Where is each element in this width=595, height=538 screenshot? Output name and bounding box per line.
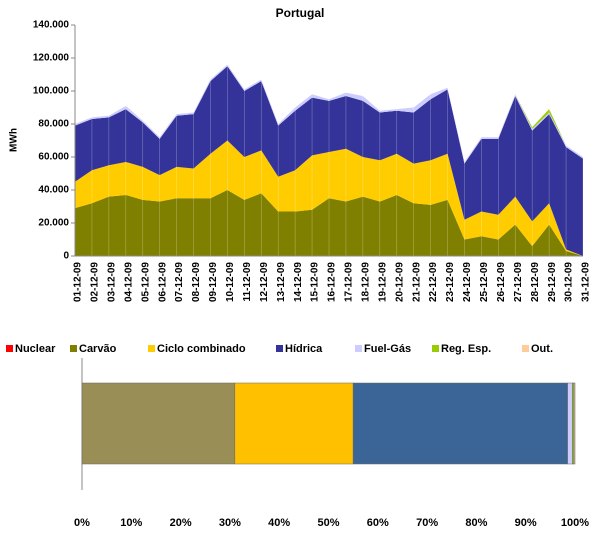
y-tick-label: 20.000 <box>38 218 69 229</box>
x-tick-label: 100% <box>561 517 589 529</box>
legend-swatch <box>148 345 155 352</box>
x-tick-label: 26-12-09 <box>496 262 507 302</box>
x-tick-label: 28-12-09 <box>530 262 541 302</box>
bar-segment <box>81 382 236 465</box>
x-tick-label: 23-12-09 <box>445 262 456 302</box>
x-tick-label: 0% <box>74 517 90 529</box>
x-tick-label: 03-12-09 <box>107 262 118 302</box>
y-tick-label: 40.000 <box>38 185 69 196</box>
legend-label: Hídrica <box>285 343 323 355</box>
x-tick-label: 14-12-09 <box>293 262 304 302</box>
x-tick-label: 15-12-09 <box>310 262 321 302</box>
x-tick-label: 10% <box>120 517 142 529</box>
x-tick-label: 08-12-09 <box>191 262 202 302</box>
legend-swatch <box>432 345 439 352</box>
x-tick-label: 30% <box>219 517 241 529</box>
x-tick-label: 16-12-09 <box>327 262 338 302</box>
x-tick-label: 01-12-09 <box>73 262 84 302</box>
x-tick-label: 20-12-09 <box>394 262 405 302</box>
y-tick-label: 120.000 <box>33 53 70 64</box>
bar-segment <box>567 382 573 465</box>
x-tick-label: 10-12-09 <box>225 262 236 302</box>
area <box>75 190 583 256</box>
x-tick-label: 04-12-09 <box>123 262 134 302</box>
bar-segment <box>234 382 354 465</box>
legend-swatch <box>70 345 77 352</box>
y-tick-label: 60.000 <box>38 152 69 163</box>
x-tick-label: 80% <box>465 517 487 529</box>
y-tick-label: 140.000 <box>33 20 70 31</box>
x-tick-label: 27-12-09 <box>513 262 524 302</box>
x-tick-label: 29-12-09 <box>547 262 558 302</box>
legend-label: Reg. Esp. <box>441 343 491 355</box>
x-tick-label: 30-12-09 <box>564 262 575 302</box>
area <box>75 66 583 256</box>
x-tick-label: 22-12-09 <box>428 262 439 302</box>
legend-swatch <box>276 345 283 352</box>
x-tick-label: 31-12-09 <box>581 262 592 302</box>
x-tick-label: 02-12-09 <box>90 262 101 302</box>
x-tick-label: 05-12-09 <box>140 262 151 302</box>
x-tick-label: 20% <box>170 517 192 529</box>
legend-swatch <box>522 345 529 352</box>
legend-label: Out. <box>531 343 553 355</box>
x-tick-label: 24-12-09 <box>462 262 473 302</box>
y-axis-label: MWh <box>9 128 20 152</box>
y-tick-label: 100.000 <box>33 86 70 97</box>
legend-swatch <box>355 345 362 352</box>
y-tick-label: 0 <box>63 251 69 262</box>
x-tick-label: 13-12-09 <box>276 262 287 302</box>
legend: Nuclear Carvão Ciclo combinado Hídrica Fuel-… <box>6 343 553 355</box>
area <box>75 64 583 164</box>
x-tick-label: 19-12-09 <box>377 262 388 302</box>
x-tick-label: 11-12-09 <box>242 262 253 302</box>
x-tick-label: 50% <box>317 517 339 529</box>
bar-segment <box>352 382 568 465</box>
legend-label: Nuclear <box>15 343 56 355</box>
x-tick-label: 07-12-09 <box>174 262 185 302</box>
legend-label: Fuel-Gás <box>364 343 411 355</box>
x-tick-label: 18-12-09 <box>361 262 372 302</box>
chart-title: Portugal <box>276 6 325 20</box>
x-tick-label: 21-12-09 <box>411 262 422 302</box>
bar-segment <box>573 382 576 465</box>
x-tick-label: 17-12-09 <box>344 262 355 302</box>
x-tick-label: 12-12-09 <box>259 262 270 302</box>
legend-swatch <box>6 345 13 352</box>
legend-label: Carvão <box>79 343 117 355</box>
x-tick-label: 06-12-09 <box>157 262 168 302</box>
x-tick-label: 90% <box>515 517 537 529</box>
x-tick-label: 40% <box>268 517 290 529</box>
x-tick-label: 09-12-09 <box>208 262 219 302</box>
x-tick-label: 60% <box>367 517 389 529</box>
y-tick-label: 80.000 <box>38 119 69 130</box>
x-tick-label: 70% <box>416 517 438 529</box>
legend-label: Ciclo combinado <box>157 343 246 355</box>
x-tick-label: 25-12-09 <box>479 262 490 302</box>
area <box>75 140 583 256</box>
